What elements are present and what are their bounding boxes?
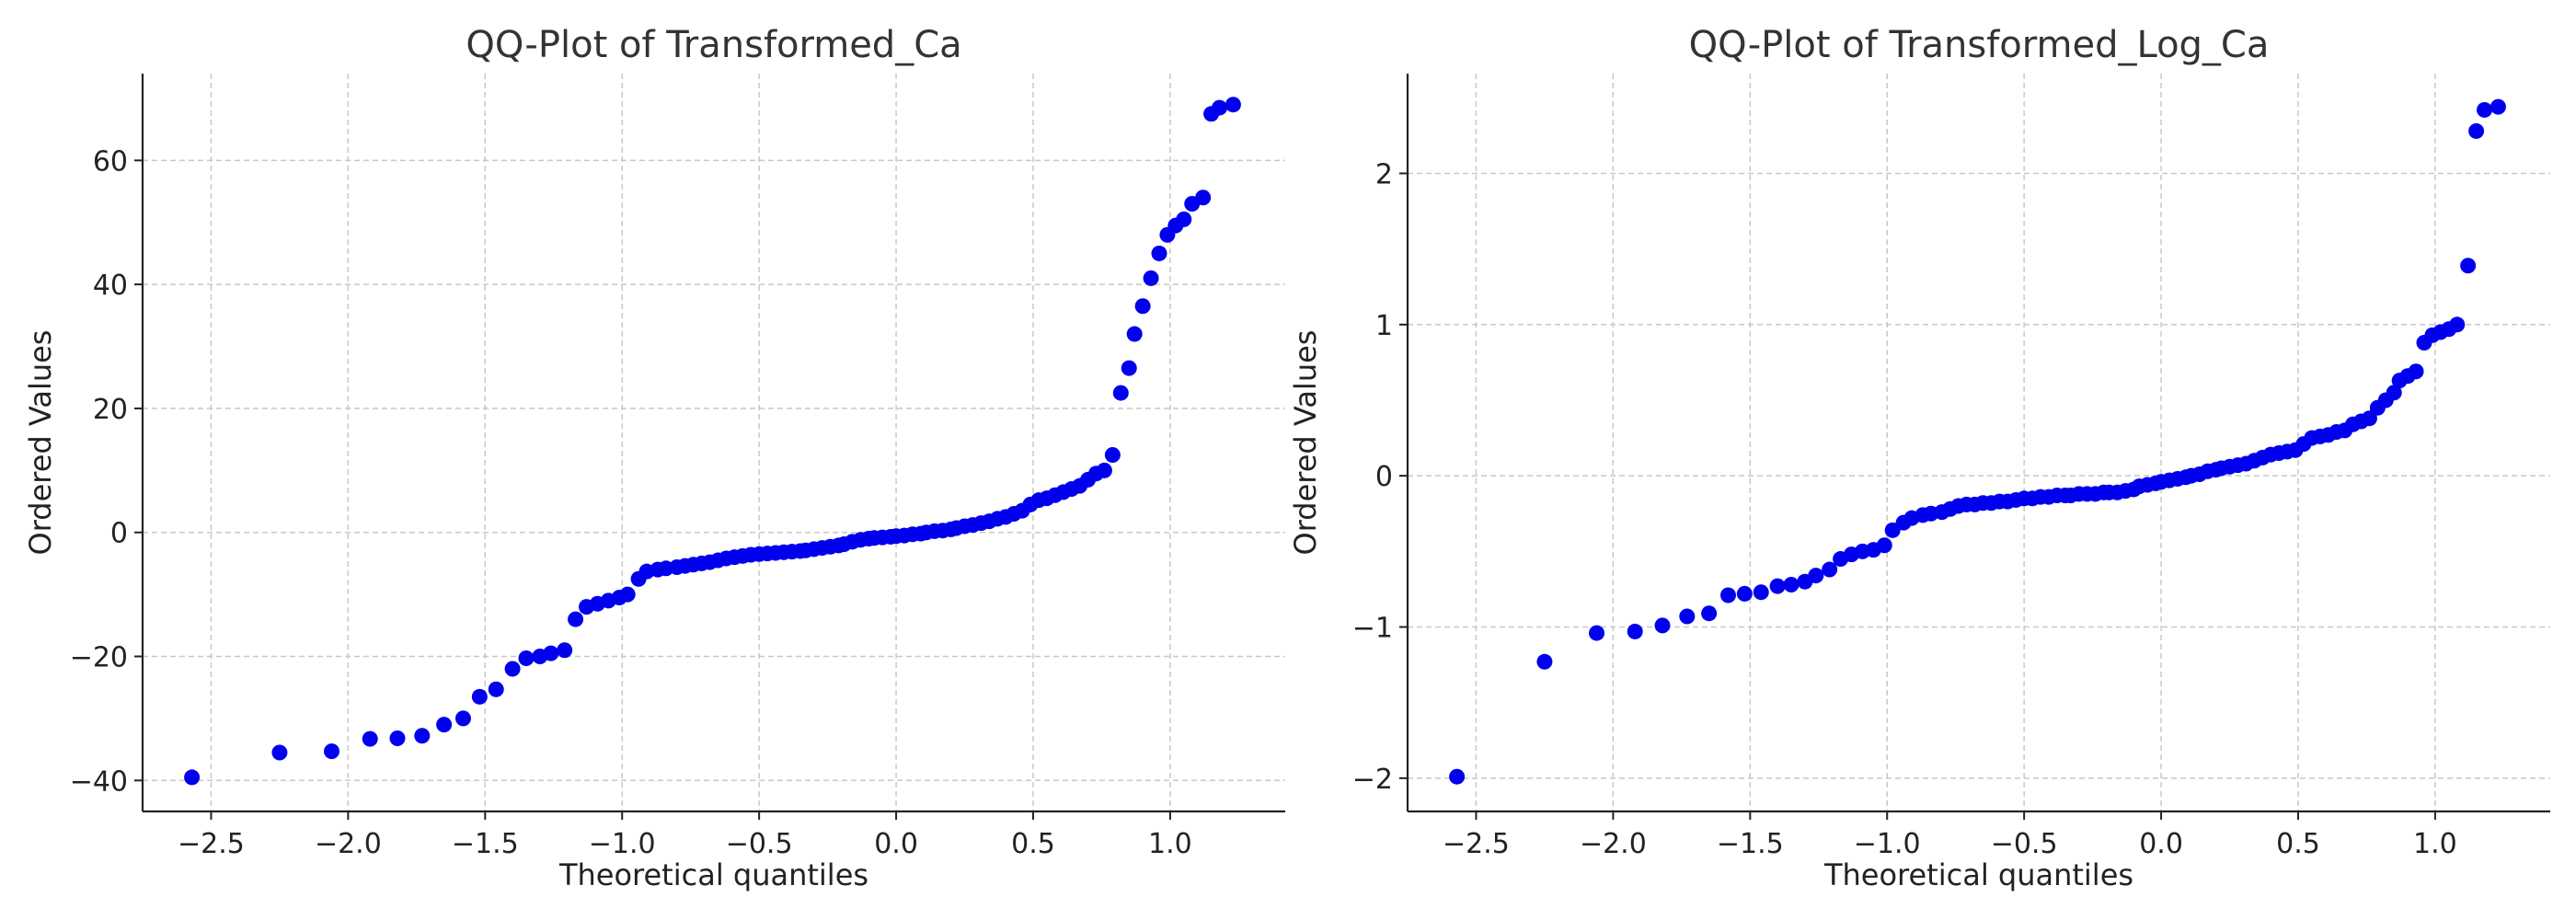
- y-tick-label: −40: [70, 765, 128, 798]
- data-point: [1143, 270, 1159, 286]
- x-tick-label: −2.5: [1443, 828, 1510, 860]
- data-points: [1449, 98, 2506, 785]
- data-point: [1589, 625, 1605, 641]
- data-point: [1151, 245, 1167, 261]
- data-point: [1096, 462, 1112, 478]
- y-tick-label: −2: [1352, 764, 1393, 796]
- x-tick-label: −2.5: [178, 828, 245, 860]
- data-point: [568, 611, 584, 627]
- data-point: [2460, 258, 2477, 274]
- x-ticks: −2.5 −2.0 −1.5 −1.0 −0.5 0.0 0.5 1.0: [178, 811, 1192, 860]
- data-point: [324, 743, 340, 760]
- y-tick-label: 60: [93, 145, 128, 178]
- data-point: [2468, 122, 2485, 139]
- qq-plot-transformed-log-ca: −2.5 −2.0 −1.5 −1.0 −0.5 0.0 0.5 1.0 −2 −1 0 1 2 QQ…: [1288, 24, 2550, 892]
- y-tick-label: 1: [1375, 310, 1393, 342]
- data-point: [1736, 585, 1753, 602]
- data-point: [1701, 605, 1718, 622]
- qq-plot-transformed-ca: −2.5 −2.0 −1.5 −1.0 −0.5 0.0 0.5 1.0 −40 −20 0 20 4…: [23, 24, 1285, 892]
- chart-title: QQ-Plot of Transformed_Log_Ca: [1689, 24, 2270, 66]
- x-tick-label: −1.5: [1717, 828, 1784, 860]
- data-point: [2386, 385, 2402, 401]
- grid-lines: [143, 74, 1285, 811]
- y-axis-label: Ordered Values: [1288, 330, 1323, 556]
- data-point: [471, 688, 488, 705]
- y-tick-label: 40: [93, 270, 128, 302]
- data-point: [504, 661, 521, 677]
- x-tick-label: 1.0: [1148, 828, 1192, 860]
- axes-spines: [1406, 74, 2550, 813]
- data-point: [1679, 608, 1696, 625]
- y-ticks: −40 −20 0 20 40 60: [70, 145, 143, 798]
- x-axis-label: Theoretical quantiles: [1823, 857, 2133, 892]
- x-tick-label: 0.0: [874, 828, 918, 860]
- data-point: [1134, 298, 1151, 315]
- y-tick-label: 0: [110, 518, 128, 550]
- y-tick-label: 20: [93, 394, 128, 426]
- data-point: [1121, 360, 1137, 376]
- x-tick-label: −2.0: [315, 828, 382, 860]
- x-ticks: −2.5 −2.0 −1.5 −1.0 −0.5 0.0 0.5 1.0: [1443, 811, 2457, 860]
- data-point: [2449, 316, 2466, 333]
- data-point: [1176, 211, 1192, 227]
- y-tick-label: 2: [1375, 158, 1393, 190]
- data-point: [1884, 522, 1901, 538]
- data-point: [1719, 587, 1736, 604]
- y-ticks: −2 −1 0 1 2: [1352, 158, 1408, 796]
- data-point: [488, 681, 504, 697]
- data-point: [543, 645, 559, 661]
- data-point: [1769, 578, 1786, 594]
- data-point: [1627, 623, 1643, 639]
- x-tick-label: 1.0: [2413, 828, 2457, 860]
- data-point: [271, 744, 288, 761]
- data-point: [1104, 446, 1121, 463]
- data-point: [1212, 99, 1228, 116]
- data-point: [557, 642, 573, 659]
- data-point: [362, 730, 378, 747]
- data-point: [1112, 385, 1129, 401]
- data-point: [1126, 326, 1143, 342]
- x-tick-label: 0.0: [2139, 828, 2183, 860]
- data-point: [2361, 410, 2377, 427]
- data-point: [436, 717, 453, 733]
- data-point: [2477, 101, 2493, 118]
- data-point: [1876, 537, 1892, 554]
- data-point: [454, 710, 471, 727]
- data-point: [619, 586, 636, 603]
- x-tick-label: −0.5: [726, 828, 793, 860]
- data-point: [1808, 568, 1824, 584]
- x-tick-label: −2.0: [1580, 828, 1647, 860]
- data-point: [518, 650, 535, 667]
- data-point: [1195, 190, 1212, 206]
- data-point: [184, 769, 201, 786]
- data-point: [2408, 363, 2424, 380]
- y-tick-label: −1: [1352, 613, 1393, 645]
- data-point: [1654, 617, 1671, 634]
- axes-spines: [141, 74, 1285, 813]
- data-point: [389, 730, 406, 746]
- y-tick-label: −20: [70, 642, 128, 674]
- data-point: [414, 728, 431, 744]
- y-axis-label: Ordered Values: [23, 330, 58, 556]
- x-axis-label: Theoretical quantiles: [558, 857, 868, 892]
- data-point: [1783, 576, 1800, 592]
- data-point: [2490, 98, 2506, 115]
- x-tick-label: 0.5: [2276, 828, 2320, 860]
- x-tick-label: −1.0: [589, 828, 656, 860]
- data-point: [1449, 768, 1466, 785]
- chart-title: QQ-Plot of Transformed_Ca: [466, 24, 961, 66]
- data-point: [1753, 584, 1769, 601]
- y-tick-label: 0: [1375, 461, 1393, 493]
- x-tick-label: −1.5: [452, 828, 519, 860]
- data-point: [1536, 653, 1553, 670]
- x-tick-label: 0.5: [1011, 828, 1055, 860]
- x-tick-label: −1.0: [1854, 828, 1921, 860]
- x-tick-label: −0.5: [1991, 828, 2058, 860]
- data-points: [184, 97, 1241, 786]
- data-point: [1822, 561, 1838, 578]
- data-point: [1225, 97, 1241, 113]
